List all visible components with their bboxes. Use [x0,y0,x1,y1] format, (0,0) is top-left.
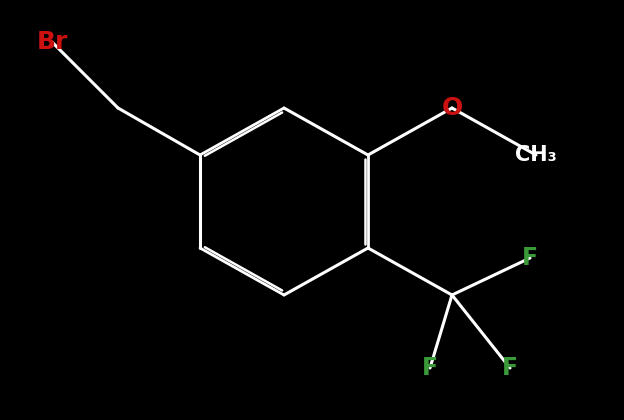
Text: O: O [441,96,462,120]
Text: F: F [522,246,538,270]
Text: F: F [502,356,518,380]
Text: F: F [422,356,438,380]
Text: Br: Br [36,30,67,54]
Text: CH₃: CH₃ [515,145,557,165]
